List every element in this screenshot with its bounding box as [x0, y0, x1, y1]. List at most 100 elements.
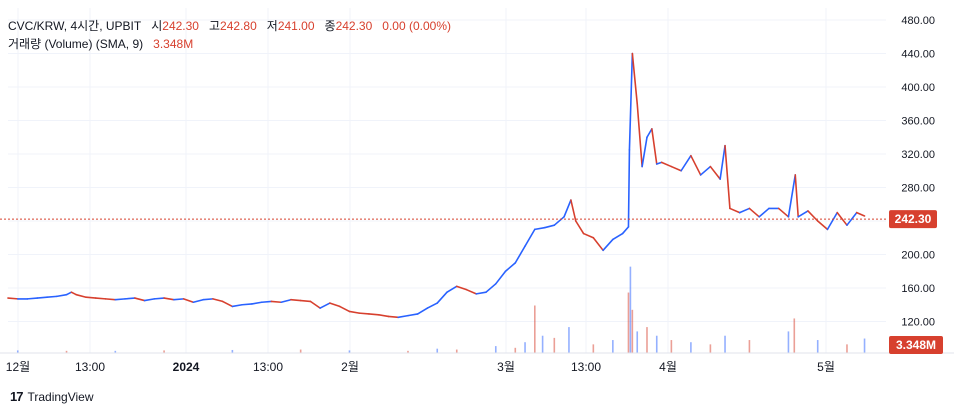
price-segment	[124, 297, 136, 300]
x-tick-label: 13:00	[571, 360, 601, 374]
price-segment	[338, 305, 351, 313]
price-segment	[270, 300, 282, 304]
legend-volume-value: 3.348M	[153, 37, 194, 51]
volume-bar	[655, 335, 658, 353]
volume-bar	[629, 266, 632, 353]
price-segment	[524, 228, 536, 247]
x-tick-label: 13:00	[75, 360, 105, 374]
price-segment	[426, 302, 439, 309]
price-segment	[407, 313, 419, 317]
price-segment	[65, 291, 73, 296]
price-segment	[680, 154, 692, 172]
y-tick-label: 200.00	[901, 250, 935, 262]
price-segment	[651, 128, 658, 165]
price-segment	[319, 302, 331, 309]
price-segment	[260, 300, 273, 304]
volume-bar	[846, 344, 848, 353]
price-segment	[797, 210, 809, 218]
x-tick-label: 4월	[659, 360, 677, 374]
x-tick-label: 2월	[341, 360, 359, 374]
price-segment	[231, 303, 243, 308]
price-segment	[836, 211, 848, 226]
legend-high-label: 고	[209, 19, 221, 33]
volume-bar	[348, 350, 351, 353]
price-segment	[485, 283, 497, 293]
price-segment	[729, 207, 741, 214]
legend-volume-label: 거래량 (Volume) (SMA, 9)	[8, 37, 144, 51]
current-volume-label: 3.348M	[896, 338, 936, 352]
x-tick-label: 13:00	[253, 360, 283, 374]
volume-bar	[690, 342, 692, 353]
price-segment	[202, 298, 214, 301]
price-segment	[621, 226, 630, 235]
volume-bar	[863, 338, 866, 353]
price-segment	[377, 313, 390, 318]
volume-bar	[407, 350, 409, 353]
price-segment	[582, 232, 595, 239]
price-segment	[636, 102, 643, 168]
volume-bar	[670, 340, 673, 353]
y-tick-label: 120.00	[901, 317, 935, 329]
price-segment	[95, 297, 107, 300]
price-segment	[816, 220, 829, 231]
price-segment	[631, 52, 639, 105]
price-segment	[794, 174, 800, 218]
volume-bar	[455, 349, 458, 353]
price-segment	[309, 300, 321, 309]
volume-bar	[646, 327, 648, 353]
y-tick-label: 480.00	[901, 15, 935, 27]
x-tick-label: 3월	[497, 360, 515, 374]
price-segment	[104, 298, 117, 301]
price-segment	[646, 128, 653, 139]
price-segment	[724, 144, 731, 210]
price-segment	[748, 207, 760, 218]
volume-bar	[816, 340, 819, 353]
price-segment	[192, 298, 204, 304]
price-segment	[543, 224, 556, 229]
legend-change: 0.00 (0.00%)	[382, 19, 452, 33]
price-segment	[348, 310, 361, 314]
price-segment	[299, 299, 312, 303]
price-segment	[85, 296, 97, 299]
x-tick-label: 5월	[817, 360, 835, 374]
volume-bar	[514, 347, 517, 353]
price-segment	[699, 165, 712, 176]
price-segment	[416, 307, 429, 315]
price-segment	[153, 297, 165, 300]
current-price-label: 242.30	[895, 212, 932, 226]
price-segment	[134, 297, 146, 302]
price-segment	[592, 236, 604, 252]
price-segment	[143, 298, 156, 302]
current-price-tag	[889, 210, 937, 229]
volume-series	[16, 266, 866, 353]
price-segment	[455, 285, 468, 291]
price-segment	[397, 314, 409, 319]
price-segment	[504, 262, 517, 273]
price-segment	[358, 312, 370, 315]
volume-bar	[724, 335, 726, 353]
price-segment	[514, 245, 526, 264]
volume-bar	[709, 344, 712, 353]
price-segment	[855, 211, 866, 217]
price-segment	[553, 216, 565, 226]
tradingview-brand: TradingView	[27, 389, 94, 404]
price-segment	[494, 270, 507, 285]
tradingview-footer[interactable]: 17 TradingView	[10, 389, 94, 404]
volume-bar	[568, 327, 570, 353]
volume-bar	[494, 346, 497, 353]
volume-bar	[65, 350, 68, 353]
price-segment	[26, 297, 39, 300]
price-segment	[777, 207, 790, 218]
price-segment	[709, 165, 721, 180]
volume-bar	[553, 337, 556, 353]
price-segment	[436, 291, 448, 304]
price-segment	[75, 293, 87, 299]
price-segment	[36, 296, 48, 299]
price-segment	[846, 211, 858, 226]
y-tick-label: 360.00	[901, 116, 935, 128]
price-segment	[570, 199, 577, 222]
legend-open-label: 시	[151, 19, 163, 33]
price-segment	[280, 298, 292, 304]
price-segment	[533, 226, 546, 231]
